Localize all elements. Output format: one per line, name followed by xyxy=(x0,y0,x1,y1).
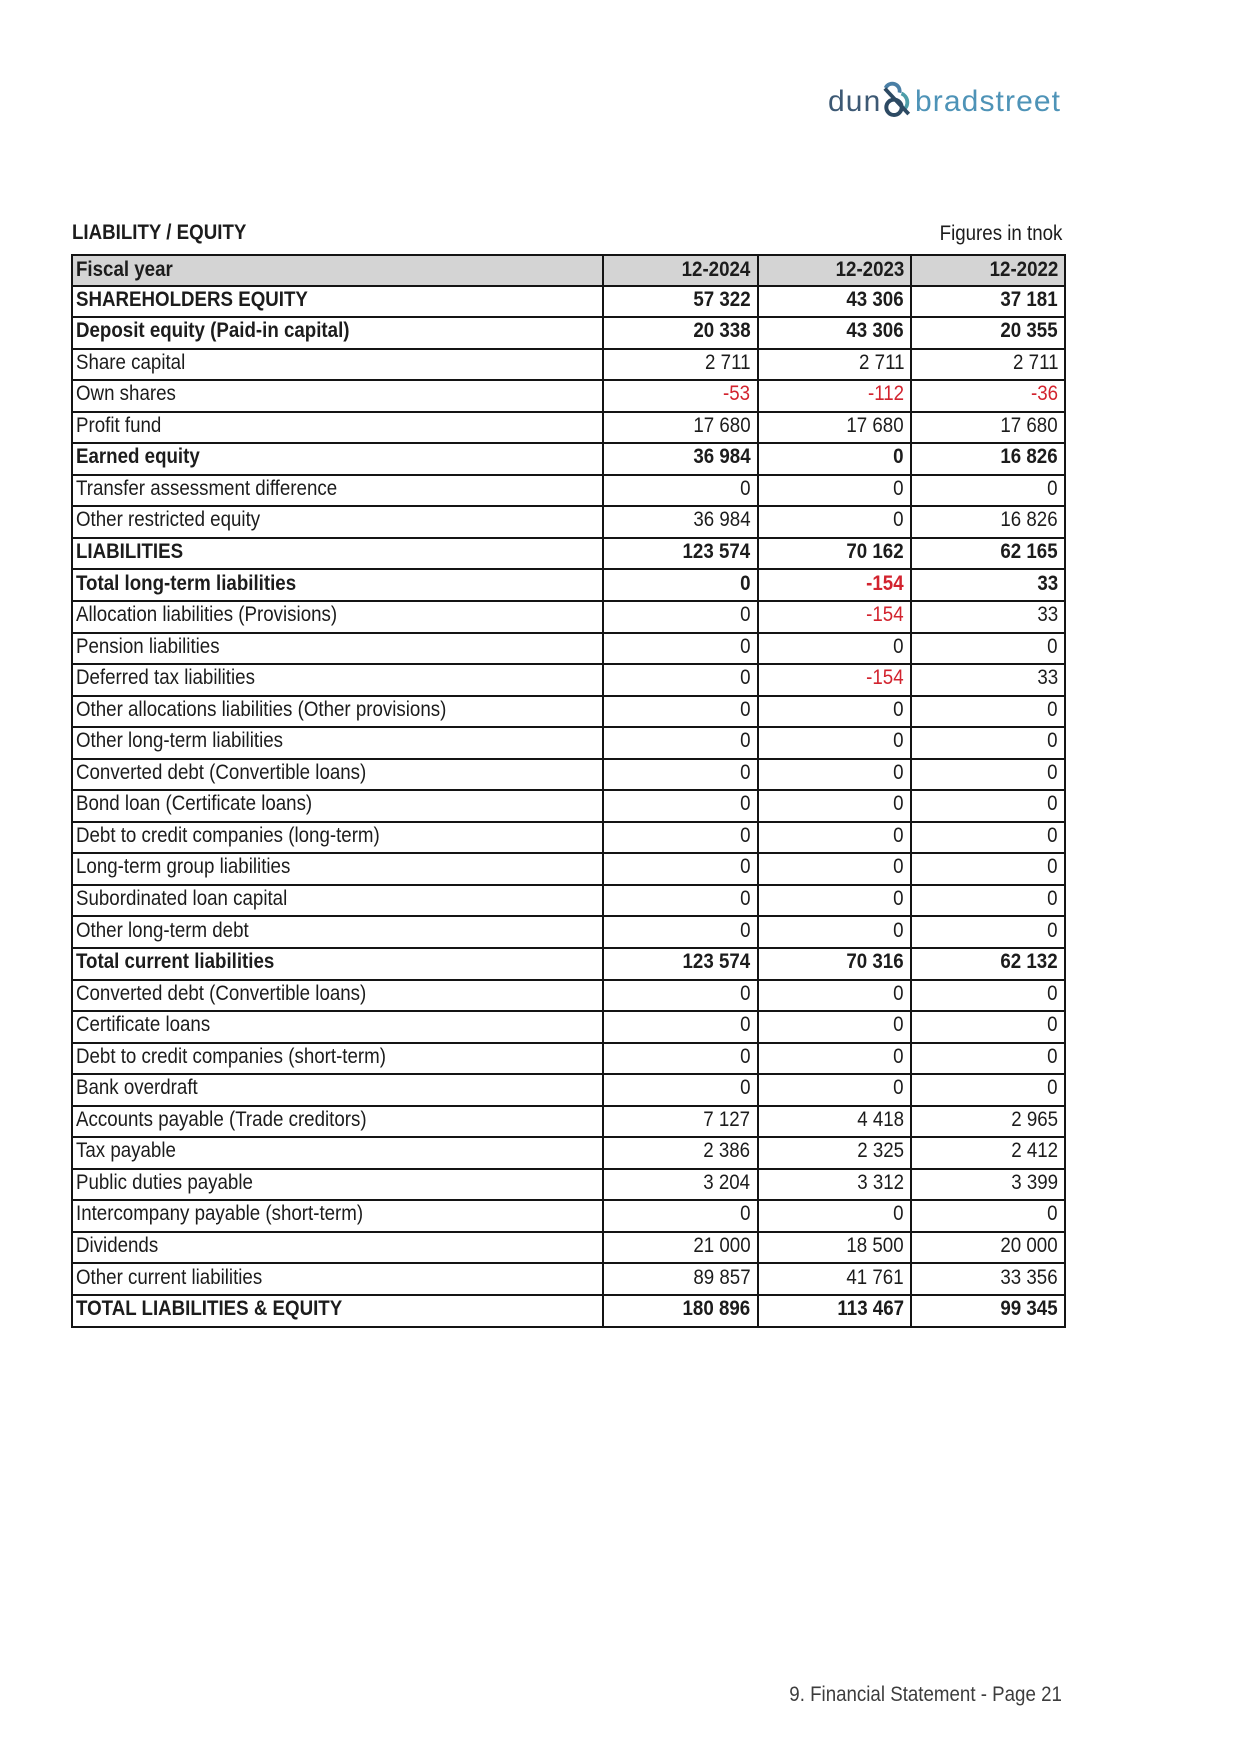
svg-text:bradstreet: bradstreet xyxy=(915,85,1061,118)
svg-text:dun: dun xyxy=(828,85,881,118)
